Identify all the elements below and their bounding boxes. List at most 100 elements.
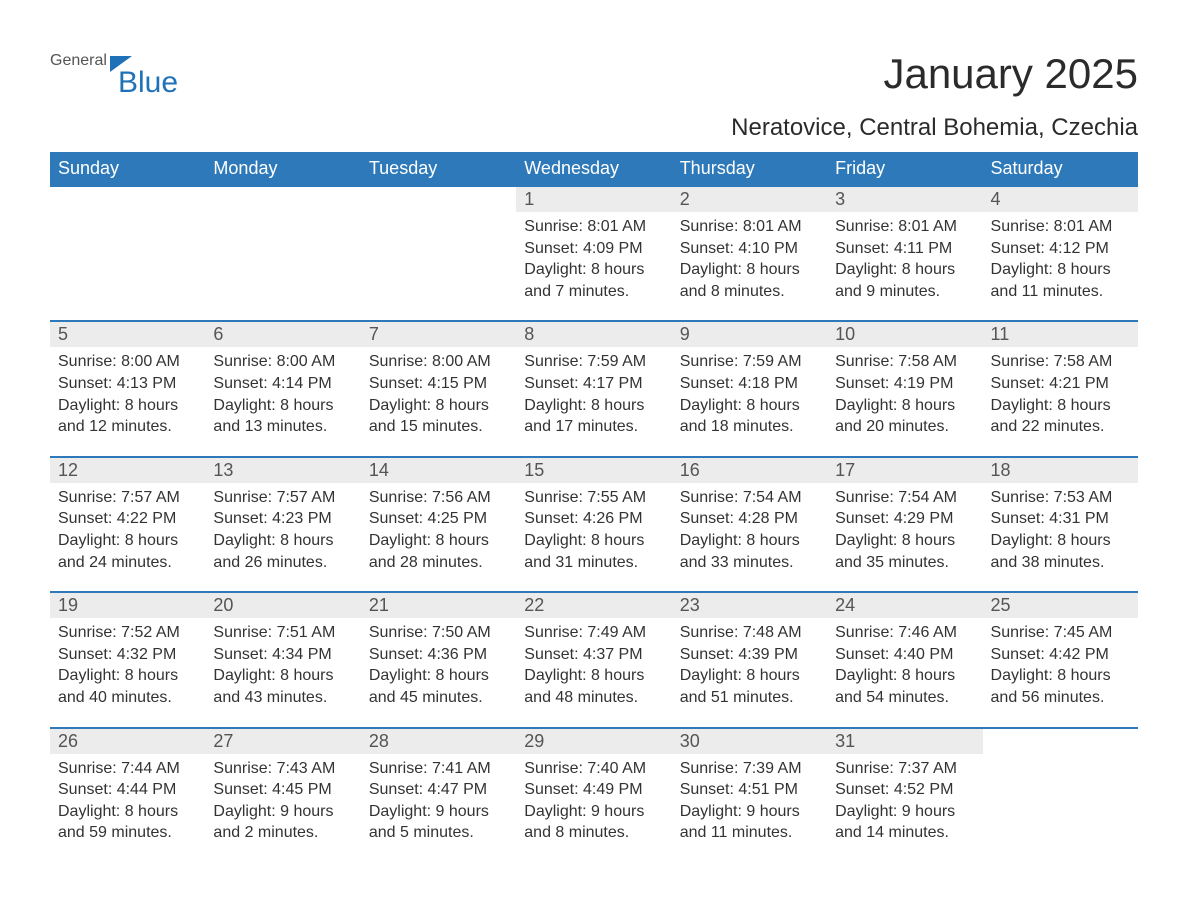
- sunrise-line: Sunrise: 7:53 AM: [991, 487, 1130, 509]
- sunset-line: Sunset: 4:21 PM: [991, 373, 1130, 395]
- sunrise-line: Sunrise: 7:48 AM: [680, 622, 819, 644]
- day-cell: Sunrise: 7:48 AMSunset: 4:39 PMDaylight:…: [672, 618, 827, 727]
- day-number: 16: [672, 457, 827, 483]
- daylight-line: Daylight: 9 hours and 14 minutes.: [835, 801, 974, 844]
- daylight-line: Daylight: 8 hours and 35 minutes.: [835, 530, 974, 573]
- header: General Blue January 2025 Neratovice, Ce…: [50, 50, 1138, 142]
- sunrise-line: Sunrise: 8:01 AM: [524, 216, 663, 238]
- sunset-line: Sunset: 4:26 PM: [524, 508, 663, 530]
- sunset-line: Sunset: 4:12 PM: [991, 238, 1130, 260]
- daylight-line: Daylight: 8 hours and 18 minutes.: [680, 395, 819, 438]
- daylight-line: Daylight: 8 hours and 54 minutes.: [835, 665, 974, 708]
- daylight-line: Daylight: 8 hours and 38 minutes.: [991, 530, 1130, 573]
- sunset-line: Sunset: 4:22 PM: [58, 508, 197, 530]
- sunrise-line: Sunrise: 7:59 AM: [524, 351, 663, 373]
- day-number: 14: [361, 457, 516, 483]
- daylight-line: Daylight: 8 hours and 7 minutes.: [524, 259, 663, 302]
- day-cell: Sunrise: 7:58 AMSunset: 4:19 PMDaylight:…: [827, 347, 982, 456]
- day-number: 29: [516, 728, 671, 754]
- sunset-line: Sunset: 4:39 PM: [680, 644, 819, 666]
- day-content-row: Sunrise: 7:52 AMSunset: 4:32 PMDaylight:…: [50, 618, 1138, 727]
- daylight-line: Daylight: 8 hours and 31 minutes.: [524, 530, 663, 573]
- daylight-line: Daylight: 8 hours and 11 minutes.: [991, 259, 1130, 302]
- daylight-line: Daylight: 8 hours and 28 minutes.: [369, 530, 508, 573]
- sunrise-line: Sunrise: 7:59 AM: [680, 351, 819, 373]
- sunset-line: Sunset: 4:09 PM: [524, 238, 663, 260]
- sunrise-line: Sunrise: 8:00 AM: [369, 351, 508, 373]
- day-number: 3: [827, 186, 982, 212]
- day-number: 9: [672, 321, 827, 347]
- daylight-line: Daylight: 9 hours and 8 minutes.: [524, 801, 663, 844]
- sunset-line: Sunset: 4:23 PM: [213, 508, 352, 530]
- sunrise-line: Sunrise: 8:00 AM: [58, 351, 197, 373]
- day-cell: Sunrise: 7:41 AMSunset: 4:47 PMDaylight:…: [361, 754, 516, 862]
- day-cell: Sunrise: 7:59 AMSunset: 4:18 PMDaylight:…: [672, 347, 827, 456]
- day-number: 28: [361, 728, 516, 754]
- day-cell: Sunrise: 7:44 AMSunset: 4:44 PMDaylight:…: [50, 754, 205, 862]
- sunset-line: Sunset: 4:36 PM: [369, 644, 508, 666]
- sunrise-line: Sunrise: 7:37 AM: [835, 758, 974, 780]
- sunset-line: Sunset: 4:37 PM: [524, 644, 663, 666]
- sunrise-line: Sunrise: 8:01 AM: [835, 216, 974, 238]
- logo-text-blue: Blue: [118, 66, 178, 100]
- day-number: 4: [983, 186, 1138, 212]
- day-number-row: 19202122232425: [50, 592, 1138, 618]
- day-number-row: 262728293031: [50, 728, 1138, 754]
- sunset-line: Sunset: 4:29 PM: [835, 508, 974, 530]
- day-cell: Sunrise: 7:59 AMSunset: 4:17 PMDaylight:…: [516, 347, 671, 456]
- daylight-line: Daylight: 8 hours and 59 minutes.: [58, 801, 197, 844]
- day-cell: Sunrise: 7:43 AMSunset: 4:45 PMDaylight:…: [205, 754, 360, 862]
- day-cell: Sunrise: 7:37 AMSunset: 4:52 PMDaylight:…: [827, 754, 982, 862]
- sunrise-line: Sunrise: 7:46 AM: [835, 622, 974, 644]
- sunset-line: Sunset: 4:14 PM: [213, 373, 352, 395]
- day-content-row: Sunrise: 7:44 AMSunset: 4:44 PMDaylight:…: [50, 754, 1138, 862]
- sunset-line: Sunset: 4:49 PM: [524, 779, 663, 801]
- day-number: 8: [516, 321, 671, 347]
- sunset-line: Sunset: 4:19 PM: [835, 373, 974, 395]
- sunset-line: Sunset: 4:52 PM: [835, 779, 974, 801]
- sunrise-line: Sunrise: 7:52 AM: [58, 622, 197, 644]
- sunrise-line: Sunrise: 7:58 AM: [991, 351, 1130, 373]
- calendar-table: SundayMondayTuesdayWednesdayThursdayFrid…: [50, 152, 1138, 862]
- sunset-line: Sunset: 4:40 PM: [835, 644, 974, 666]
- daylight-line: Daylight: 8 hours and 48 minutes.: [524, 665, 663, 708]
- day-number: 2: [672, 186, 827, 212]
- sunset-line: Sunset: 4:10 PM: [680, 238, 819, 260]
- sunrise-line: Sunrise: 7:39 AM: [680, 758, 819, 780]
- daylight-line: Daylight: 8 hours and 22 minutes.: [991, 395, 1130, 438]
- sunset-line: Sunset: 4:45 PM: [213, 779, 352, 801]
- daylight-line: Daylight: 8 hours and 20 minutes.: [835, 395, 974, 438]
- weekday-header: Friday: [827, 152, 982, 186]
- calendar-body: 1234Sunrise: 8:01 AMSunset: 4:09 PMDayli…: [50, 186, 1138, 862]
- daylight-line: Daylight: 9 hours and 2 minutes.: [213, 801, 352, 844]
- title-block: January 2025 Neratovice, Central Bohemia…: [731, 50, 1138, 142]
- sunrise-line: Sunrise: 7:56 AM: [369, 487, 508, 509]
- day-cell: Sunrise: 8:01 AMSunset: 4:11 PMDaylight:…: [827, 212, 982, 321]
- day-number: 19: [50, 592, 205, 618]
- sunrise-line: Sunrise: 7:44 AM: [58, 758, 197, 780]
- day-content-row: Sunrise: 7:57 AMSunset: 4:22 PMDaylight:…: [50, 483, 1138, 592]
- sunset-line: Sunset: 4:42 PM: [991, 644, 1130, 666]
- day-number: 18: [983, 457, 1138, 483]
- daylight-line: Daylight: 8 hours and 24 minutes.: [58, 530, 197, 573]
- logo-text-general: General: [50, 52, 107, 70]
- empty-day-number: [205, 186, 360, 212]
- day-number: 13: [205, 457, 360, 483]
- day-number: 11: [983, 321, 1138, 347]
- sunset-line: Sunset: 4:25 PM: [369, 508, 508, 530]
- daylight-line: Daylight: 8 hours and 40 minutes.: [58, 665, 197, 708]
- day-content-row: Sunrise: 8:01 AMSunset: 4:09 PMDaylight:…: [50, 212, 1138, 321]
- day-cell: Sunrise: 7:40 AMSunset: 4:49 PMDaylight:…: [516, 754, 671, 862]
- empty-day-cell: [50, 212, 205, 321]
- empty-day-number: [361, 186, 516, 212]
- sunrise-line: Sunrise: 7:57 AM: [213, 487, 352, 509]
- day-cell: Sunrise: 7:54 AMSunset: 4:28 PMDaylight:…: [672, 483, 827, 592]
- day-number: 5: [50, 321, 205, 347]
- daylight-line: Daylight: 8 hours and 15 minutes.: [369, 395, 508, 438]
- sunrise-line: Sunrise: 7:58 AM: [835, 351, 974, 373]
- day-number: 24: [827, 592, 982, 618]
- sunrise-line: Sunrise: 7:49 AM: [524, 622, 663, 644]
- day-cell: Sunrise: 8:00 AMSunset: 4:13 PMDaylight:…: [50, 347, 205, 456]
- day-cell: Sunrise: 7:51 AMSunset: 4:34 PMDaylight:…: [205, 618, 360, 727]
- sunrise-line: Sunrise: 7:54 AM: [680, 487, 819, 509]
